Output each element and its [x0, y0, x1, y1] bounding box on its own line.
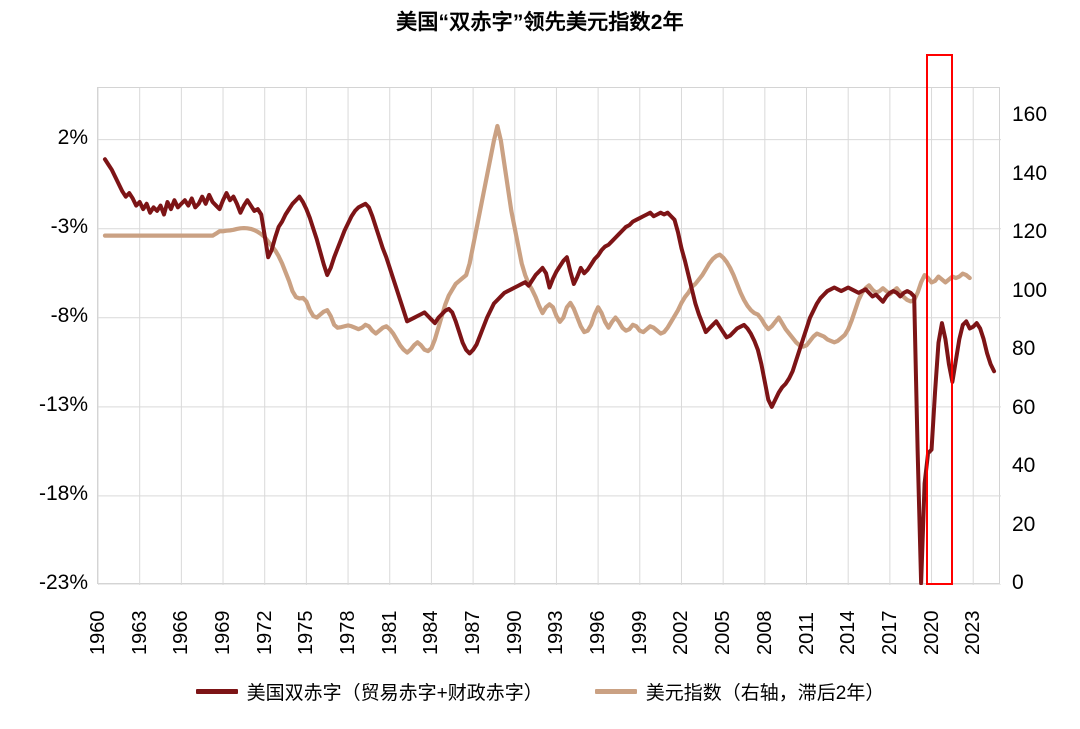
legend-swatch-deficit [195, 689, 238, 694]
x-axis-tick: 1993 [545, 610, 568, 656]
x-axis-tick: 2014 [837, 610, 860, 656]
right-axis-tick: 140 [1012, 161, 1048, 185]
x-axis-tick: 2023 [962, 610, 985, 656]
x-axis-tick: 1996 [587, 610, 610, 656]
gridlines [98, 88, 1001, 585]
legend-swatch-dollar-index [594, 689, 637, 694]
series-line-deficit [102, 157, 997, 585]
page-title: 美国“双赤字”领先美元指数2年 [396, 11, 684, 34]
legend-item-deficit[interactable]: 美国双赤字（贸易赤字+财政赤字） [195, 678, 543, 705]
x-axis-tick: 1978 [337, 610, 360, 656]
x-axis-tick: 1966 [170, 610, 193, 656]
x-axis-tick: 1960 [87, 610, 109, 656]
x-axis-tick: 1975 [295, 610, 318, 656]
x-axis-tick: 2011 [795, 611, 818, 655]
right-axis-tick: 40 [1012, 454, 1036, 478]
right-axis-tick: 160 [1012, 103, 1048, 127]
legend-item-dollar-index[interactable]: 美元指数（右轴，滞后2年） [594, 678, 885, 705]
left-axis-tick: -23% [38, 571, 88, 594]
x-axis-tick: 1969 [212, 610, 235, 656]
left-axis-tick: -13% [38, 392, 88, 416]
x-axis-tick: 1987 [462, 610, 485, 656]
x-axis-tick: 1999 [628, 610, 651, 656]
left-axis-tick: -18% [38, 481, 88, 505]
plot-svg [98, 88, 1001, 585]
left-axis-tick: -3% [50, 214, 88, 238]
legend-label-dollar-index: 美元指数（右轴，滞后2年） [645, 683, 885, 704]
x-axis-tick: 1972 [253, 610, 276, 656]
left-axis-labels: 2% -3% -8% -13% -18% -23% [0, 0, 88, 729]
legend-label-deficit: 美国双赤字（贸易赤字+财政赤字） [246, 683, 543, 704]
right-axis-tick: 0 [1012, 571, 1024, 594]
right-axis-tick: 100 [1012, 278, 1048, 302]
x-axis-tick: 1984 [420, 610, 443, 656]
x-axis-tick: 2005 [712, 610, 735, 656]
x-axis-tick: 2002 [670, 610, 693, 656]
x-axis-tick: 1981 [378, 610, 401, 656]
right-axis-tick: 60 [1012, 395, 1036, 419]
right-axis-tick: 20 [1012, 512, 1036, 536]
plot-area [97, 87, 1001, 585]
right-axis-labels: 160 140 120 100 80 60 40 20 0 [1012, 0, 1080, 729]
right-axis-tick: 120 [1012, 220, 1048, 244]
chart-legend: 美国双赤字（贸易赤字+财政赤字） 美元指数（右轴，滞后2年） [0, 678, 1080, 705]
series-line-dollar-index [102, 123, 972, 355]
right-axis-tick: 80 [1012, 337, 1036, 361]
x-axis-tick: 2020 [920, 610, 943, 656]
x-axis-tick: 2017 [878, 610, 901, 656]
left-axis-tick: -8% [50, 303, 88, 327]
x-axis-tick: 1963 [128, 610, 151, 656]
x-axis-tick: 2008 [753, 610, 776, 656]
x-axis-tick: 1990 [503, 610, 526, 656]
left-axis-tick: 2% [57, 125, 88, 149]
series-paths [102, 123, 997, 585]
